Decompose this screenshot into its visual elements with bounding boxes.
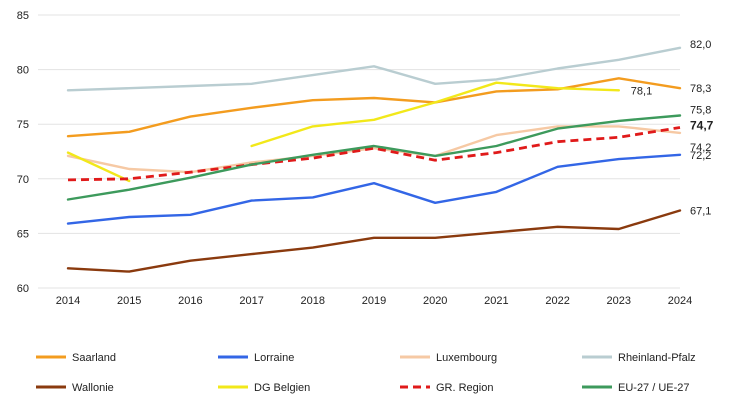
- y-tick-label: 80: [17, 65, 29, 77]
- x-tick-label: 2023: [607, 295, 631, 307]
- y-tick-label: 75: [17, 119, 29, 131]
- series-line-luxembourg: [66, 125, 682, 174]
- series-line-gr-region: [67, 126, 681, 182]
- x-tick-label: 2020: [423, 295, 447, 307]
- legend-label: Rheinland-Pfalz: [618, 352, 696, 364]
- end-label: 74,2: [690, 142, 711, 154]
- series-line-dg-belgien: [250, 81, 620, 148]
- end-label: 78,1: [631, 85, 652, 97]
- x-axis: 2014 2015 2016 2017 2018 2019 2020 2021 2022 2023…: [56, 295, 692, 307]
- x-tick-label: 2014: [56, 295, 80, 307]
- end-label: 78,3: [690, 83, 711, 95]
- legend-label: EU-27 / UE-27: [618, 382, 690, 394]
- legend-label: Saarland: [72, 352, 116, 364]
- legend: Saarland Lorraine Luxembourg Rheinland-Pfal…: [36, 352, 696, 394]
- end-labels: 78,3 72,274,2 82,0 67,1 78,1 74,7 75,8: [631, 39, 714, 218]
- x-tick-label: 2016: [178, 295, 202, 307]
- legend-label: DG Belgien: [254, 382, 310, 394]
- series-line-lorraine: [66, 153, 682, 225]
- series-line-rheinland-pfalz: [66, 46, 682, 92]
- end-label: 74,7: [690, 118, 714, 132]
- end-label: 82,0: [690, 39, 711, 51]
- legend-label: Wallonie: [72, 382, 114, 394]
- legend-label: Lorraine: [254, 352, 294, 364]
- x-tick-label: 2019: [362, 295, 386, 307]
- end-label: 67,1: [690, 205, 711, 217]
- series-line-saarland: [66, 77, 682, 138]
- series-line-wallonie: [66, 209, 682, 273]
- series-line-dg-belgien: [66, 151, 131, 183]
- legend-label: Luxembourg: [436, 352, 497, 364]
- legend-label: GR. Region: [436, 382, 493, 394]
- x-tick-label: 2022: [545, 295, 569, 307]
- y-tick-label: 70: [17, 174, 29, 186]
- y-axis: 60 65 70 75 80 85: [17, 10, 29, 295]
- x-tick-label: 2015: [117, 295, 141, 307]
- x-tick-label: 2017: [239, 295, 263, 307]
- series-lines: [66, 46, 682, 273]
- x-tick-label: 2024: [668, 295, 692, 307]
- y-tick-label: 65: [17, 228, 29, 240]
- end-label: 75,8: [690, 104, 711, 116]
- x-tick-label: 2018: [301, 295, 325, 307]
- series-line-eu-27-ue-27: [66, 114, 682, 201]
- y-tick-label: 60: [17, 283, 29, 295]
- end-label: 72,2: [690, 150, 711, 162]
- y-tick-label: 85: [17, 10, 29, 22]
- x-tick-label: 2021: [484, 295, 508, 307]
